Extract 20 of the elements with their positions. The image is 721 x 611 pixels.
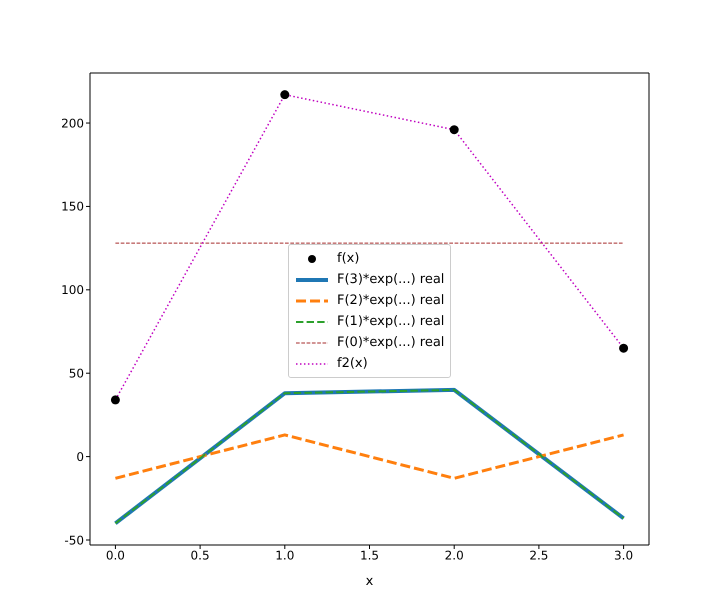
y-tick-label: 150 (61, 200, 84, 214)
y-tick-label: -50 (64, 533, 84, 548)
x-axis-title: x (366, 574, 374, 589)
x-tick-label: 1.0 (275, 548, 294, 563)
legend-label: F(2)*exp(...) real (337, 293, 444, 308)
x-tick-label: 2.5 (529, 548, 548, 563)
x-tick-label: 0.0 (106, 548, 125, 563)
y-tick-label: 200 (61, 116, 84, 130)
legend-label: f(x) (337, 251, 360, 266)
x-tick-label: 1.5 (360, 548, 380, 563)
x-tick-label: 3.0 (614, 548, 634, 563)
x-tick-label: 0.5 (190, 548, 210, 563)
y-tick-label: 50 (68, 366, 84, 380)
legend-label: F(1)*exp(...) real (337, 314, 444, 329)
x-tick-label: 2.0 (444, 548, 464, 563)
legend-label: F(3)*exp(...) real (337, 272, 444, 287)
legend-label: F(0)*exp(...) real (337, 335, 444, 350)
legend-label: f2(x) (337, 356, 368, 371)
y-tick-label: 0 (76, 450, 84, 464)
y-tick-label: 100 (61, 283, 84, 298)
